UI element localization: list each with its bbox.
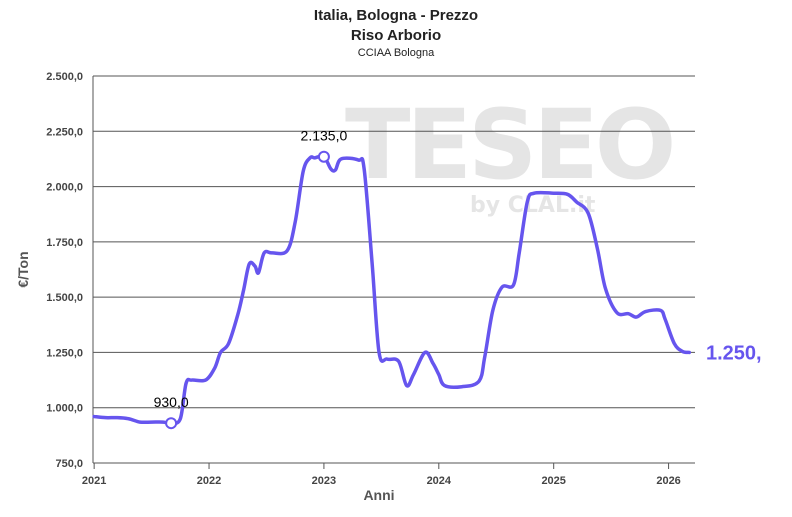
y-tick-label: 2.000,0 [46, 182, 83, 194]
chart-header: Italia, Bologna - Prezzo Riso Arborio CC… [0, 6, 792, 60]
y-axis-ticks: 750,0 1.000,0 1.250,0 1.500,0 1.750,0 2.000,0… [46, 71, 83, 470]
last-value-label: 1.250, [706, 342, 762, 364]
y-tick-label: 1.750,0 [46, 237, 83, 249]
annotation-label: 2.135,0 [301, 128, 348, 144]
y-tick-label: 750,0 [55, 458, 83, 470]
y-tick-label: 1.000,0 [46, 403, 83, 415]
watermark-logo: TESEO by CLAL.it [345, 89, 676, 218]
x-tick-label: 2022 [197, 475, 221, 487]
x-tick-label: 2024 [427, 475, 452, 487]
y-tick-label: 1.250,0 [46, 347, 83, 359]
x-axis-title: Anni [363, 487, 394, 503]
axes [92, 76, 695, 464]
y-tick-label: 2.250,0 [46, 126, 83, 138]
watermark-subtext: by CLAL.it [470, 193, 596, 218]
annotation-marker [165, 417, 178, 430]
y-tick-label: 1.500,0 [46, 292, 83, 304]
annotation-label: 930,0 [154, 394, 189, 410]
x-axis-ticks: 2021 2022 2023 2024 2025 2026 [82, 463, 681, 487]
x-tick-label: 2026 [656, 475, 680, 487]
y-tick-label: 2.500,0 [46, 71, 83, 83]
annotation-marker [317, 150, 330, 163]
chart-title-product: Riso Arborio [350, 27, 442, 44]
annotation-layer: 930,0 2.135,0 [154, 128, 348, 430]
chart-source: CCIAA Bologna [357, 47, 435, 59]
x-tick-label: 2025 [541, 475, 565, 487]
x-tick-label: 2021 [82, 475, 106, 487]
y-axis-title: €/Ton [15, 251, 31, 287]
series-layer [92, 154, 692, 426]
series-line [92, 154, 692, 426]
chart-title: Italia, Bologna - Prezzo [313, 7, 479, 24]
watermark-text: TESEO [345, 89, 672, 201]
x-tick-label: 2023 [312, 475, 336, 487]
